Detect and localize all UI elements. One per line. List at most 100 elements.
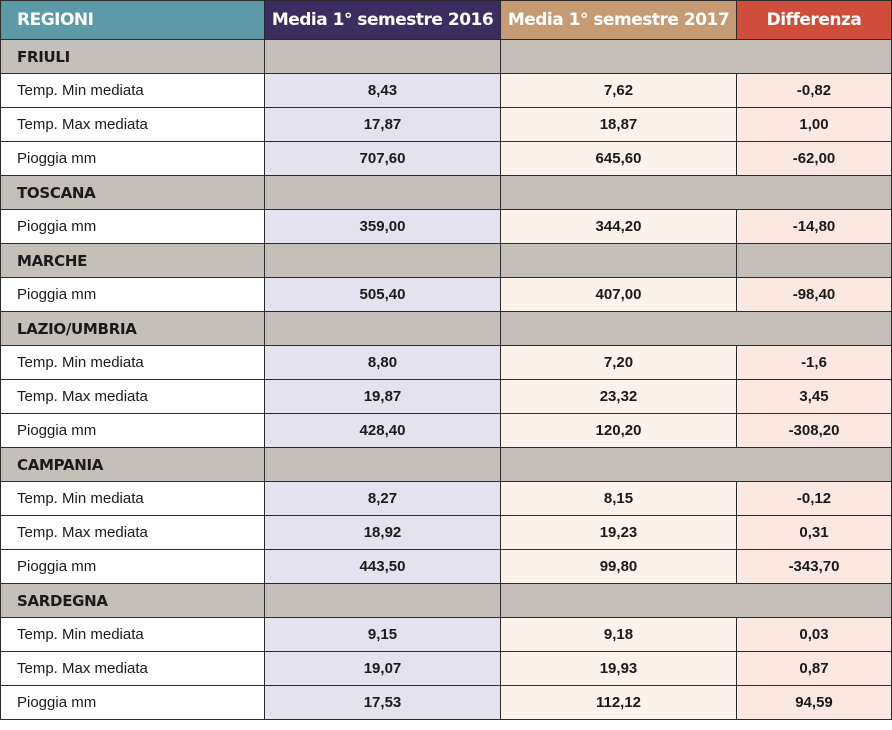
value-2016: 17,53	[264, 685, 501, 720]
value-2017: 8,15	[500, 481, 737, 516]
value-2017: 18,87	[500, 107, 737, 142]
region-filler-2016	[264, 583, 501, 618]
value-2017: 120,20	[500, 413, 737, 448]
region-row: LAZIO/UMBRIA	[0, 311, 892, 346]
value-diff: 3,45	[736, 379, 892, 414]
table-row: Temp. Max mediata 19,07 19,93 0,87	[0, 651, 892, 686]
value-diff: -0,12	[736, 481, 892, 516]
value-diff: -308,20	[736, 413, 892, 448]
header-media-2016: Media 1° semestre 2016	[264, 0, 501, 40]
value-2016: 8,80	[264, 345, 501, 380]
region-filler-2016	[264, 447, 501, 482]
value-diff: -98,40	[736, 277, 892, 312]
region-filler-2016	[264, 175, 501, 210]
value-2017: 645,60	[500, 141, 737, 176]
table-row: Temp. Min mediata 8,27 8,15 -0,12	[0, 481, 892, 516]
table-row: Pioggia mm 443,50 99,80 -343,70	[0, 549, 892, 584]
value-2016: 443,50	[264, 549, 501, 584]
header-differenza: Differenza	[736, 0, 892, 40]
value-2016: 8,43	[264, 73, 501, 108]
table-row: Temp. Min mediata 8,80 7,20 -1,6	[0, 345, 892, 380]
row-label: Temp. Min mediata	[0, 617, 265, 652]
region-filler-2017-diff	[500, 583, 892, 618]
region-row: TOSCANA	[0, 175, 892, 210]
row-label: Temp. Max mediata	[0, 107, 265, 142]
table-row: Pioggia mm 17,53 112,12 94,59	[0, 685, 892, 720]
value-2017: 9,18	[500, 617, 737, 652]
value-diff: 1,00	[736, 107, 892, 142]
region-filler-2016	[264, 243, 501, 278]
header-media-2017: Media 1° semestre 2017	[500, 0, 737, 40]
header-regioni: REGIONI	[0, 0, 265, 40]
value-diff: -62,00	[736, 141, 892, 176]
value-diff: -1,6	[736, 345, 892, 380]
value-2017: 407,00	[500, 277, 737, 312]
region-name: CAMPANIA	[0, 447, 265, 482]
value-2017: 19,23	[500, 515, 737, 550]
row-label: Temp. Min mediata	[0, 481, 265, 516]
table-row: Pioggia mm 707,60 645,60 -62,00	[0, 141, 892, 176]
value-2016: 359,00	[264, 209, 501, 244]
row-label: Temp. Min mediata	[0, 345, 265, 380]
row-label: Pioggia mm	[0, 277, 265, 312]
value-2017: 99,80	[500, 549, 737, 584]
row-label: Temp. Max mediata	[0, 651, 265, 686]
value-2016: 707,60	[264, 141, 501, 176]
value-2016: 9,15	[264, 617, 501, 652]
region-filler-diff	[736, 243, 892, 278]
region-filler-2016	[264, 311, 501, 346]
value-2017: 23,32	[500, 379, 737, 414]
region-name: TOSCANA	[0, 175, 265, 210]
region-filler-2017-diff	[500, 447, 892, 482]
value-diff: 0,31	[736, 515, 892, 550]
value-2017: 19,93	[500, 651, 737, 686]
value-2016: 19,07	[264, 651, 501, 686]
region-row: FRIULI	[0, 39, 892, 74]
row-label: Temp. Min mediata	[0, 73, 265, 108]
region-filler-2017-diff	[500, 311, 892, 346]
value-diff: -0,82	[736, 73, 892, 108]
value-diff: -343,70	[736, 549, 892, 584]
table-row: Temp. Min mediata 9,15 9,18 0,03	[0, 617, 892, 652]
region-name: MARCHE	[0, 243, 265, 278]
table-row: Temp. Max mediata 19,87 23,32 3,45	[0, 379, 892, 414]
value-2017: 112,12	[500, 685, 737, 720]
region-row: MARCHE	[0, 243, 892, 278]
value-2016: 18,92	[264, 515, 501, 550]
value-2016: 8,27	[264, 481, 501, 516]
table-row: Pioggia mm 505,40 407,00 -98,40	[0, 277, 892, 312]
region-filler-2017-diff	[500, 175, 892, 210]
region-name: SARDEGNA	[0, 583, 265, 618]
row-label: Pioggia mm	[0, 549, 265, 584]
row-label: Temp. Max mediata	[0, 379, 265, 414]
row-label: Pioggia mm	[0, 685, 265, 720]
value-2017: 7,20	[500, 345, 737, 380]
header-row: REGIONI Media 1° semestre 2016 Media 1° …	[0, 0, 892, 40]
value-2017: 344,20	[500, 209, 737, 244]
region-name: FRIULI	[0, 39, 265, 74]
value-diff: 0,87	[736, 651, 892, 686]
region-filler-2017	[500, 243, 737, 278]
value-2017: 7,62	[500, 73, 737, 108]
region-row: SARDEGNA	[0, 583, 892, 618]
region-filler-2017-diff	[500, 39, 892, 74]
row-label: Pioggia mm	[0, 413, 265, 448]
value-diff: 0,03	[736, 617, 892, 652]
region-filler-2016	[264, 39, 501, 74]
table-body: FRIULI Temp. Min mediata 8,43 7,62 -0,82 Temp…	[0, 39, 892, 720]
value-diff: 94,59	[736, 685, 892, 720]
value-diff: -14,80	[736, 209, 892, 244]
row-label: Pioggia mm	[0, 209, 265, 244]
value-2016: 19,87	[264, 379, 501, 414]
region-row: CAMPANIA	[0, 447, 892, 482]
table-row: Temp. Min mediata 8,43 7,62 -0,82	[0, 73, 892, 108]
region-name: LAZIO/UMBRIA	[0, 311, 265, 346]
row-label: Pioggia mm	[0, 141, 265, 176]
table-row: Temp. Max mediata 17,87 18,87 1,00	[0, 107, 892, 142]
table-row: Temp. Max mediata 18,92 19,23 0,31	[0, 515, 892, 550]
value-2016: 17,87	[264, 107, 501, 142]
table-row: Pioggia mm 428,40 120,20 -308,20	[0, 413, 892, 448]
value-2016: 428,40	[264, 413, 501, 448]
value-2016: 505,40	[264, 277, 501, 312]
